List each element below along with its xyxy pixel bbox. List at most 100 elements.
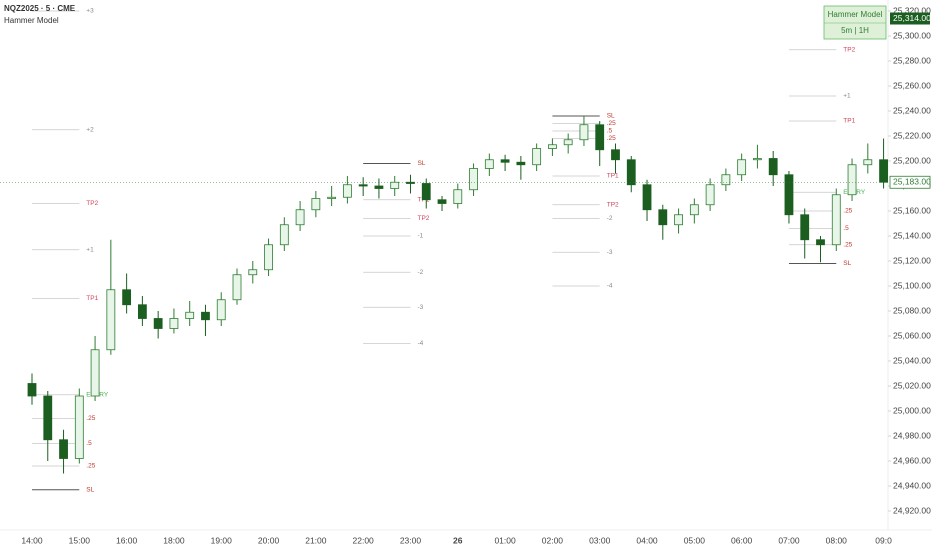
candle-body [390,181,400,189]
candle-body [311,198,321,211]
level-label: .25 [86,463,95,470]
y-tick-label: 24,980.00 [893,430,931,440]
x-tick-label: 02:00 [542,535,564,545]
level-label: TP1 [843,118,855,125]
y-tick-label: 25,120.00 [893,255,931,265]
x-tick-label: 15:00 [69,535,91,545]
y-tick-label: 25,240.00 [893,105,931,115]
level-label: TP1 [607,173,619,180]
candle-body [90,349,100,397]
x-tick-label: 09:0 [875,535,892,545]
candle-body [658,209,668,226]
candle-body [847,164,857,196]
y-tick-label: 25,040.00 [893,355,931,365]
candle-body [106,289,116,351]
model-widget [823,5,887,40]
candle-body [137,304,147,319]
y-tick-label: 24,940.00 [893,480,931,490]
candle-body [768,158,778,176]
marker-price-tag [890,12,930,25]
level-label: -3 [417,304,423,311]
x-tick-label: 04:00 [636,535,658,545]
widget-subtitle: 5m | 1H [841,26,869,35]
candle-body [737,159,747,176]
candle-body [595,124,605,151]
y-tick-label: 25,080.00 [893,305,931,315]
candle-body [201,311,210,321]
candle-body [248,269,258,276]
candle-body [453,189,463,204]
x-tick-label: 06:00 [731,535,753,545]
candle-body [705,184,715,206]
level-label: SL [843,260,851,267]
candle-body [342,184,352,198]
level-label: TP2 [86,200,98,207]
candle-body [563,139,573,146]
y-tick-label: 25,060.00 [893,330,931,340]
candle-body [674,214,683,226]
y-tick-label: 25,220.00 [893,130,931,140]
candle-body [689,204,699,216]
level-label: -3 [607,249,613,256]
candle-body [721,174,731,186]
level-label: .25 [843,241,852,248]
candle-body [626,159,636,186]
level-label: .25 [607,135,616,142]
candle-body [27,383,37,397]
level-label: TP2 [607,201,619,208]
level-label: TP2 [843,46,855,53]
candle-body [279,224,289,246]
last-price-tag [889,175,931,189]
x-tick-label: 18:00 [163,535,185,545]
x-tick-label: 26 [453,535,463,545]
level-label: +2 [86,126,94,133]
candle-body [500,159,510,163]
candle-body [264,244,273,271]
candle-body [59,439,68,459]
y-tick-label: 25,000.00 [893,405,931,415]
candle-body [185,311,195,319]
x-tick-label: 16:00 [116,535,138,545]
level-label: -2 [607,215,613,222]
candle-body [43,395,53,441]
level-label: SL [607,113,615,120]
level-label: .25 [86,415,95,422]
level-label: +1 [86,246,94,253]
candle-body [532,148,542,166]
candle-body [406,181,415,184]
candle-body [642,184,652,211]
candle-body [879,159,888,183]
x-tick-label: 22:00 [353,535,375,545]
candle-body [232,274,242,301]
level-label: SL [417,160,425,167]
y-tick-label: 25,140.00 [893,230,931,240]
candle-body [800,214,810,241]
candle-body [753,158,762,161]
level-label: .5 [607,128,613,135]
widget-title: Hammer Model [828,10,883,19]
level-label: TP2 [417,215,429,222]
level-label: +1 [843,93,851,100]
y-tick-label: 25,020.00 [893,380,931,390]
x-tick-label: 21:00 [305,535,327,545]
chart-title: NQZ2025 · 5 · CME [4,4,76,13]
candle-body [579,124,589,141]
level-label: TP1 [86,295,98,302]
y-tick-label: 25,100.00 [893,280,931,290]
candle-body [327,196,337,199]
y-tick-label: 25,160.00 [893,205,931,215]
candle-body [469,168,478,191]
level-label: -1 [417,233,423,240]
level-label: .5 [843,225,849,232]
y-tick-label: 25,300.00 [893,30,931,40]
level-label: .5 [86,440,92,447]
y-tick-label: 25,280.00 [893,55,931,65]
x-tick-label: 03:00 [589,535,611,545]
candle-body [374,185,384,189]
level-label: .25 [843,208,852,215]
candle-body [358,184,368,187]
candle-body [169,318,179,329]
x-tick-label: 08:00 [826,535,848,545]
y-tick-label: 24,920.00 [893,505,931,515]
